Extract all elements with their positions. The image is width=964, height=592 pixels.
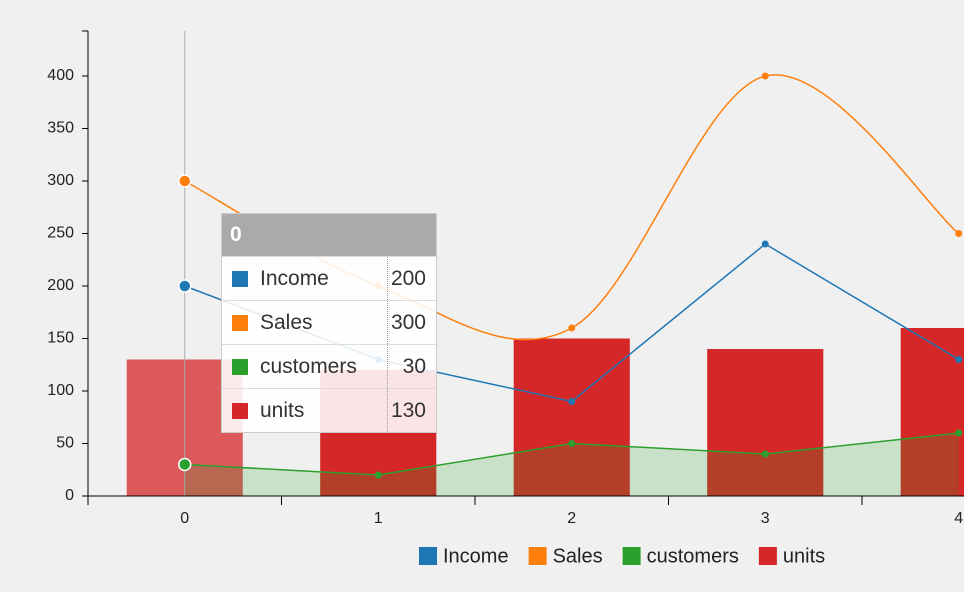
x-tick-label: 1 bbox=[374, 510, 383, 527]
x-tick-label: 2 bbox=[567, 510, 576, 527]
tooltip-row: Income 200 bbox=[222, 256, 436, 300]
x-tick-label: 3 bbox=[761, 510, 770, 527]
point bbox=[568, 324, 576, 332]
y-tick-label: 100 bbox=[47, 382, 74, 399]
tooltip-row: customers 30 bbox=[222, 344, 436, 388]
y-tick-label: 0 bbox=[65, 487, 74, 504]
y-tick-label: 200 bbox=[47, 277, 74, 294]
y-tick-label: 50 bbox=[56, 435, 74, 452]
point bbox=[374, 471, 382, 479]
point bbox=[568, 440, 576, 447]
tooltip-name: units bbox=[260, 399, 305, 422]
tooltip-value: 30 bbox=[402, 355, 426, 378]
x-tick-label: 0 bbox=[180, 510, 189, 527]
tooltip-name-cell: Income bbox=[222, 257, 388, 300]
tooltip-name: Sales bbox=[260, 311, 313, 334]
legend-label: units bbox=[783, 545, 825, 567]
point bbox=[761, 240, 769, 248]
tooltip-name-cell: units bbox=[222, 389, 388, 432]
legend-swatch bbox=[528, 547, 547, 565]
tooltip-name-cell: Sales bbox=[222, 301, 388, 344]
tooltip-name: Income bbox=[260, 267, 329, 290]
y-tick-label: 300 bbox=[47, 172, 74, 189]
legend-swatch bbox=[419, 547, 437, 565]
tooltip-name-cell: customers bbox=[222, 345, 388, 388]
y-tick-label: 350 bbox=[47, 120, 74, 137]
point bbox=[568, 398, 576, 405]
y-tick-label: 250 bbox=[47, 225, 74, 242]
point bbox=[955, 230, 963, 237]
point bbox=[761, 72, 769, 80]
y-tick-label: 150 bbox=[47, 330, 74, 347]
tooltip-value: 130 bbox=[390, 399, 426, 422]
legend-swatch bbox=[758, 547, 777, 565]
legend-swatch bbox=[622, 547, 641, 565]
tooltip-swatch bbox=[232, 402, 248, 419]
point bbox=[761, 450, 769, 458]
tooltip: 0 Income 200 Sales 300 customers 30 units 130 bbox=[221, 213, 437, 433]
point bbox=[178, 279, 192, 293]
y-tick-label: 400 bbox=[47, 67, 74, 84]
area bbox=[184, 433, 959, 496]
tooltip-swatch bbox=[232, 270, 248, 287]
point bbox=[178, 457, 192, 472]
legend-label: Income bbox=[443, 545, 509, 567]
tooltip-title: 0 bbox=[222, 214, 436, 256]
legend-label: customers bbox=[647, 545, 739, 567]
tooltip-swatch bbox=[232, 314, 248, 331]
point bbox=[955, 429, 963, 437]
tooltip-row: units 130 bbox=[222, 388, 436, 432]
legend-label: Sales bbox=[553, 545, 603, 567]
point bbox=[955, 356, 963, 363]
tooltip-value: 300 bbox=[390, 311, 426, 334]
tooltip-name: customers bbox=[260, 355, 357, 378]
tooltip-swatch bbox=[232, 358, 248, 375]
bar bbox=[513, 338, 630, 496]
x-tick-label: 4 bbox=[954, 510, 963, 527]
tooltip-row: Sales 300 bbox=[222, 300, 436, 344]
bar bbox=[707, 349, 824, 496]
tooltip-value: 200 bbox=[390, 267, 426, 290]
point bbox=[178, 174, 192, 188]
